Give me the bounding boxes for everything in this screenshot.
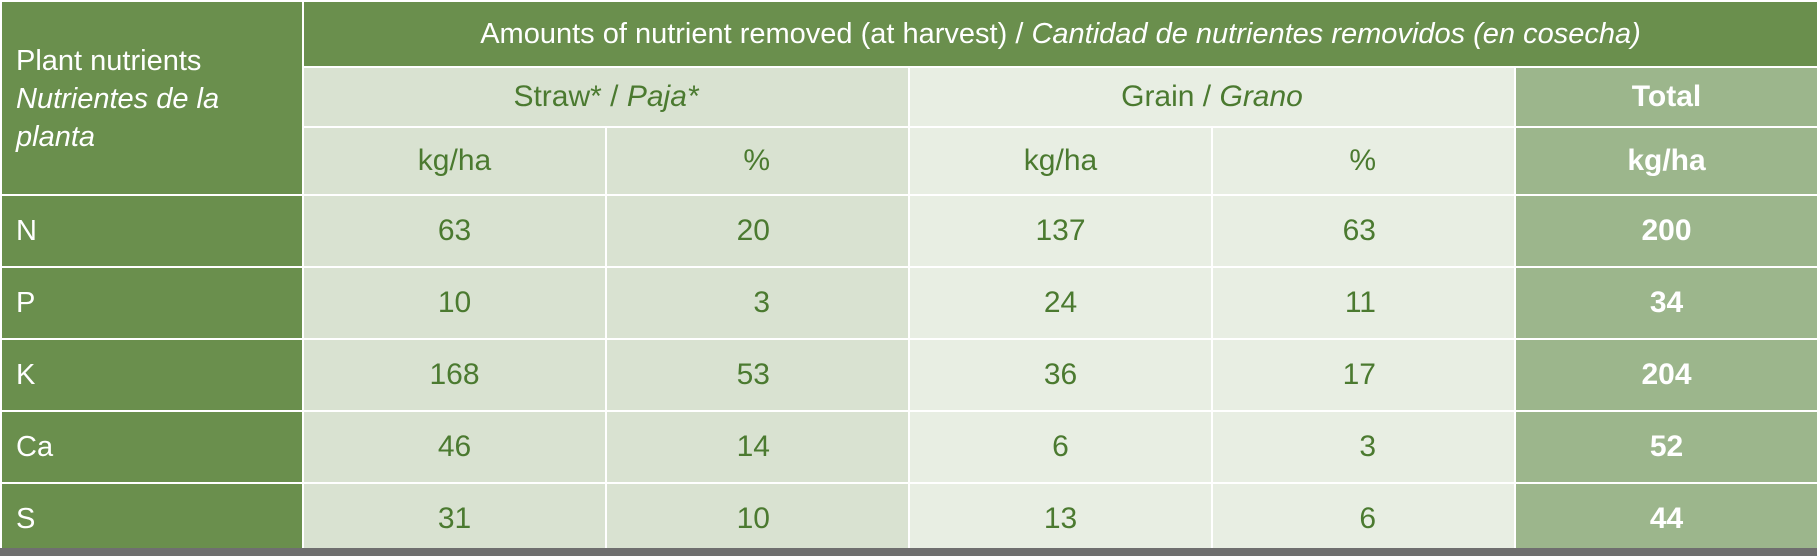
table-row: Ca 46 14 6 3 52 (0, 410, 1817, 484)
nutrient-label: Ca (0, 410, 304, 484)
cell-grain-kg: 137 (908, 194, 1213, 268)
cell-straw-pct: 20 (605, 194, 910, 268)
cell-straw-kg: 31 (302, 482, 607, 556)
cell-straw-kg: 63 (302, 194, 607, 268)
group-grain-en: Grain (1121, 80, 1195, 113)
cell-grain-pct: 63 (1211, 194, 1516, 268)
cell-grain-pct: 17 (1211, 338, 1516, 412)
header-row-title: Plant nutrients Nutrientes de la planta … (0, 0, 1817, 196)
table-row: K 168 53 36 17 204 (0, 338, 1817, 412)
unit-straw-kg: kg/ha (302, 126, 607, 196)
table-bottom-rule (0, 548, 1817, 556)
unit-total-kg: kg/ha (1513, 126, 1817, 196)
group-straw-es: Paja* (626, 80, 699, 113)
cell-total: 52 (1513, 410, 1817, 484)
group-straw-en: Straw* (513, 80, 602, 113)
cell-total: 44 (1513, 482, 1817, 556)
corner-label-en: Plant nutrients (16, 45, 202, 77)
cell-straw-pct: 10 (605, 482, 910, 556)
cell-straw-pct: 53 (605, 338, 910, 412)
header-row-groups: Straw* / Paja* Grain / Grano Total (1, 66, 1817, 128)
group-grain-sep: / (1194, 80, 1220, 113)
table-row: N 63 20 137 63 200 (0, 194, 1817, 268)
unit-straw-pct: % (605, 126, 910, 196)
nutrient-label: P (0, 266, 304, 340)
unit-grain-pct: % (1211, 126, 1516, 196)
cell-grain-pct: 11 (1211, 266, 1516, 340)
unit-grain-kg: kg/ha (908, 126, 1213, 196)
cell-grain-kg: 24 (908, 266, 1213, 340)
cell-total: 204 (1513, 338, 1817, 412)
nutrient-label: K (0, 338, 304, 412)
group-total: Total (1513, 66, 1817, 128)
group-grain: Grain / Grano (908, 66, 1516, 128)
group-straw: Straw* / Paja* (302, 66, 910, 128)
corner-header: Plant nutrients Nutrientes de la planta (0, 0, 304, 196)
cell-straw-kg: 168 (302, 338, 607, 412)
table-title: Amounts of nutrient removed (at harvest)… (301, 0, 1817, 68)
nutrient-label: S (0, 482, 304, 556)
corner-label-es: Nutrientes de la planta (16, 83, 220, 153)
cell-total: 200 (1513, 194, 1817, 268)
cell-straw-kg: 46 (302, 410, 607, 484)
cell-grain-kg: 36 (908, 338, 1213, 412)
header-row-units: kg/ha % kg/ha % kg/ha (1, 126, 1817, 196)
group-grain-es: Grano (1219, 80, 1303, 113)
table-row: S 31 10 13 6 44 (0, 482, 1817, 556)
cell-grain-pct: 3 (1211, 410, 1516, 484)
table-row: P 10 3 24 11 34 (0, 266, 1817, 340)
cell-straw-kg: 10 (302, 266, 607, 340)
title-en: Amounts of nutrient removed (at harvest) (480, 17, 1008, 50)
cell-grain-kg: 6 (908, 410, 1213, 484)
cell-total: 34 (1513, 266, 1817, 340)
cell-grain-pct: 6 (1211, 482, 1516, 556)
cell-straw-pct: 3 (605, 266, 910, 340)
group-straw-sep: / (601, 80, 627, 113)
title-separator: / (1007, 17, 1032, 50)
nutrient-label: N (0, 194, 304, 268)
cell-straw-pct: 14 (605, 410, 910, 484)
title-es: Cantidad de nutrientes removidos (en cos… (1031, 17, 1641, 50)
cell-grain-kg: 13 (908, 482, 1213, 556)
